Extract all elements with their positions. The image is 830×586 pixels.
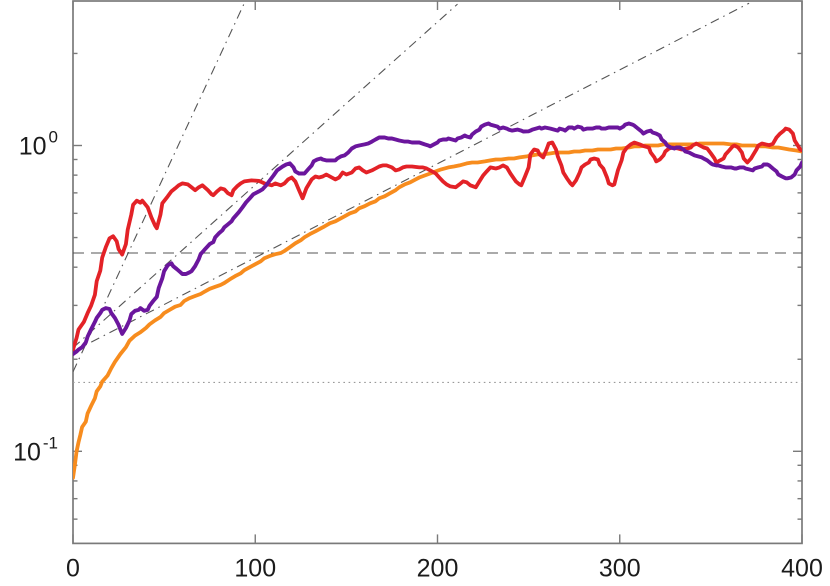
x-tick-label: 200 [417, 554, 459, 582]
orange-curve [73, 141, 802, 480]
dashdot-shallow [73, 2, 750, 352]
red-curve [73, 126, 802, 352]
x-tick-label: 0 [66, 554, 80, 582]
y-tick-label: 10 -1 [13, 433, 58, 466]
x-tick-label: 400 [781, 554, 823, 582]
x-tick-label: 300 [599, 554, 641, 582]
y-tick-label: 10 0 [19, 128, 58, 161]
x-tick-label: 100 [234, 554, 276, 582]
purple-curve [73, 121, 802, 356]
plot-area [73, 2, 802, 480]
dashdot-middle [73, 3, 458, 349]
